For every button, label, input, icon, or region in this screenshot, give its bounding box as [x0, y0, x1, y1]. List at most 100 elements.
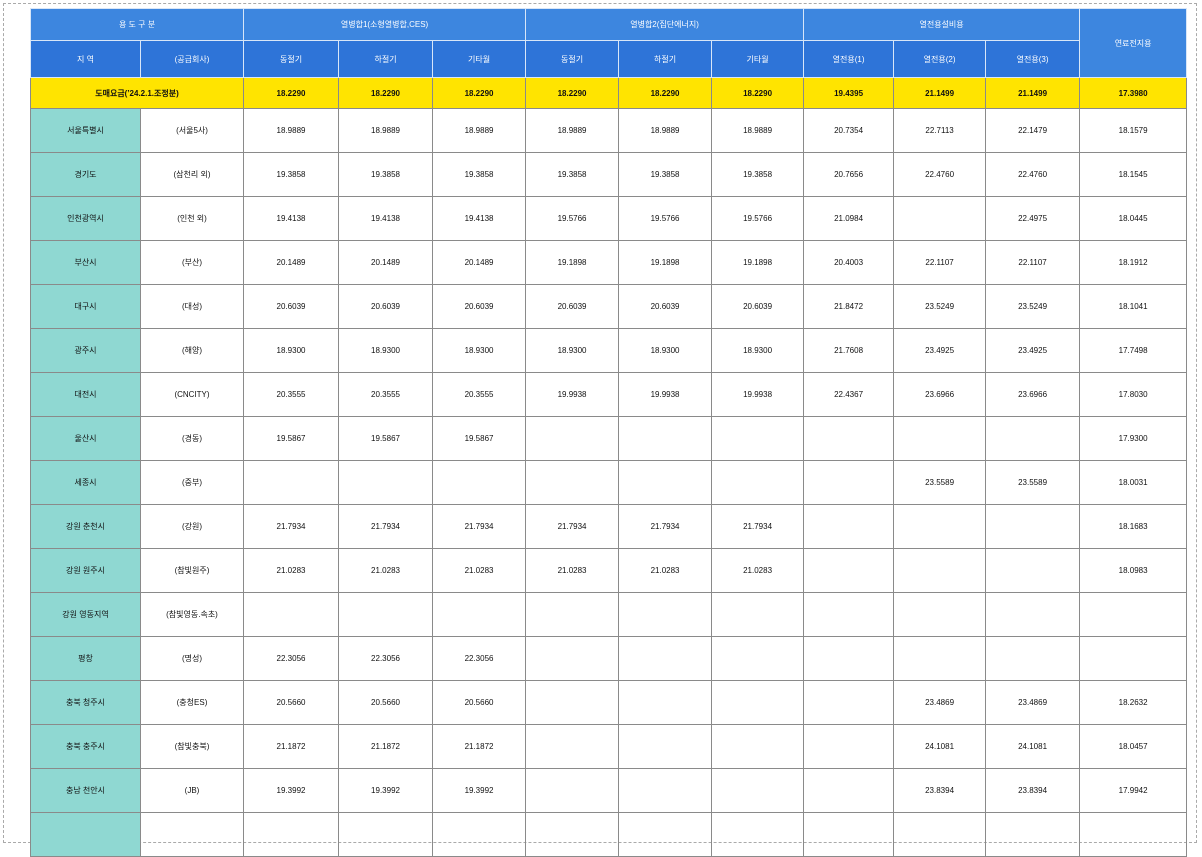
value-cell: 17.9300	[1079, 416, 1188, 461]
region-cell: 울산시	[30, 416, 141, 461]
column-header: 하절기	[338, 40, 434, 78]
value-cell	[618, 636, 713, 681]
table-row: 충남 천안시 (JB) 19.3992 19.3992 19.3992 23.8394 23…	[30, 768, 1188, 813]
value-cell	[243, 592, 340, 637]
table-row: 인천광역시 (인천 외) 19.4138 19.4138 19.4138 19.5766 1…	[30, 196, 1188, 241]
value-cell	[432, 592, 527, 637]
value-cell: 19.5867	[432, 416, 527, 461]
value-cell: 19.1898	[525, 240, 620, 285]
value-cell	[893, 504, 987, 549]
value-cell	[1079, 592, 1188, 637]
value-cell: 24.1081	[893, 724, 987, 769]
value-cell: 17.9942	[1079, 768, 1188, 813]
value-cell: 20.1489	[243, 240, 340, 285]
value-cell	[893, 196, 987, 241]
value-cell: 19.5766	[618, 196, 713, 241]
table-row: 도매요금(’24.2.1.조정분) 18.2290 18.2290 18.2290 18…	[29, 77, 1188, 109]
value-cell: 20.3555	[338, 372, 434, 417]
value-cell: 19.3992	[432, 768, 527, 813]
value-cell: 18.0445	[1079, 196, 1188, 241]
value-cell	[985, 504, 1081, 549]
empty-cell	[525, 812, 620, 857]
value-cell: 21.0283	[432, 548, 527, 593]
region-cell: 대전시	[30, 372, 141, 417]
region-cell: 강원 영동지역	[30, 592, 141, 637]
table-row: 지 역 (공급회사) 동절기 하절기 기타월 동절기 하절기 기타월 열전용(1) 열전용(2) 열…	[30, 40, 1187, 78]
value-cell: 18.2632	[1079, 680, 1188, 725]
value-cell: 17.7498	[1079, 328, 1188, 373]
value-cell	[525, 592, 620, 637]
column-header: 열전용(2)	[893, 40, 987, 78]
value-cell	[525, 416, 620, 461]
wholesale-value: 18.2290	[525, 77, 620, 109]
table-row: 강원 원주시 (참빛원주) 21.0283 21.0283 21.0283 21.0283…	[30, 548, 1188, 593]
region-cell: 충북 충주시	[30, 724, 141, 769]
empty-cell	[1079, 812, 1188, 857]
value-cell: 18.9889	[338, 108, 434, 153]
value-cell: 20.7656	[803, 152, 895, 197]
value-cell: 23.4925	[893, 328, 987, 373]
company-cell: (부산)	[139, 240, 245, 285]
region-cell: 인천광역시	[30, 196, 141, 241]
value-cell: 22.4760	[893, 152, 987, 197]
column-header: 열전용(1)	[803, 40, 895, 78]
value-cell	[985, 548, 1081, 593]
value-cell	[711, 680, 805, 725]
value-cell: 21.7934	[432, 504, 527, 549]
value-cell: 19.1898	[711, 240, 805, 285]
value-cell: 19.3858	[338, 152, 434, 197]
company-cell: (JB)	[139, 768, 245, 813]
column-header: (공급회사)	[139, 40, 245, 78]
value-cell: 19.3858	[432, 152, 527, 197]
value-cell	[803, 680, 895, 725]
value-cell	[338, 592, 434, 637]
value-cell: 18.0457	[1079, 724, 1188, 769]
group-header: 열전용설비용	[803, 8, 1081, 41]
value-cell	[711, 768, 805, 813]
column-header: 하절기	[618, 40, 713, 78]
value-cell: 20.6039	[338, 284, 434, 329]
table-row: 광주시 (해양) 18.9300 18.9300 18.9300 18.9300 18.93…	[30, 328, 1188, 373]
empty-cell	[893, 812, 987, 857]
value-cell: 20.5660	[338, 680, 434, 725]
column-header: 지 역	[30, 40, 141, 78]
value-cell: 18.9889	[618, 108, 713, 153]
wholesale-value: 17.3980	[1079, 77, 1188, 109]
value-cell: 21.0283	[618, 548, 713, 593]
group-header: 용 도 구 분	[29, 8, 245, 41]
empty-cell	[711, 812, 805, 857]
value-cell	[803, 592, 895, 637]
wholesale-value: 18.2290	[711, 77, 805, 109]
value-cell: 20.3555	[243, 372, 340, 417]
table-row: 세종시 (중부) 23.5589 23.5589 18.0031	[30, 460, 1188, 505]
region-cell: 부산시	[30, 240, 141, 285]
value-cell	[525, 768, 620, 813]
region-cell: 평창	[30, 636, 141, 681]
value-cell: 20.3555	[432, 372, 527, 417]
value-cell: 18.0983	[1079, 548, 1188, 593]
region-cell: 서울특별시	[30, 108, 141, 153]
value-cell: 20.5660	[432, 680, 527, 725]
value-cell: 18.9300	[525, 328, 620, 373]
value-cell: 20.7354	[803, 108, 895, 153]
wholesale-value: 21.1499	[985, 77, 1081, 109]
rate-table: 용 도 구 분 열병합1(소형열병합,CES) 열병합2(집단에너지) 열전용설비용 연…	[29, 8, 1188, 857]
value-cell	[711, 416, 805, 461]
wholesale-value: 18.2290	[432, 77, 527, 109]
value-cell	[803, 504, 895, 549]
value-cell: 19.1898	[618, 240, 713, 285]
value-cell: 22.1479	[985, 108, 1081, 153]
value-cell: 18.9300	[432, 328, 527, 373]
empty-cell	[618, 812, 713, 857]
value-cell: 21.7608	[803, 328, 895, 373]
column-header: 기타월	[432, 40, 527, 78]
company-cell: (참빛영동.속초)	[139, 592, 245, 637]
value-cell: 22.4760	[985, 152, 1081, 197]
value-cell	[618, 680, 713, 725]
value-cell: 21.0283	[711, 548, 805, 593]
value-cell: 23.4925	[985, 328, 1081, 373]
value-cell: 23.5249	[893, 284, 987, 329]
company-cell: (강원)	[139, 504, 245, 549]
value-cell: 18.9889	[243, 108, 340, 153]
value-cell: 21.1872	[432, 724, 527, 769]
